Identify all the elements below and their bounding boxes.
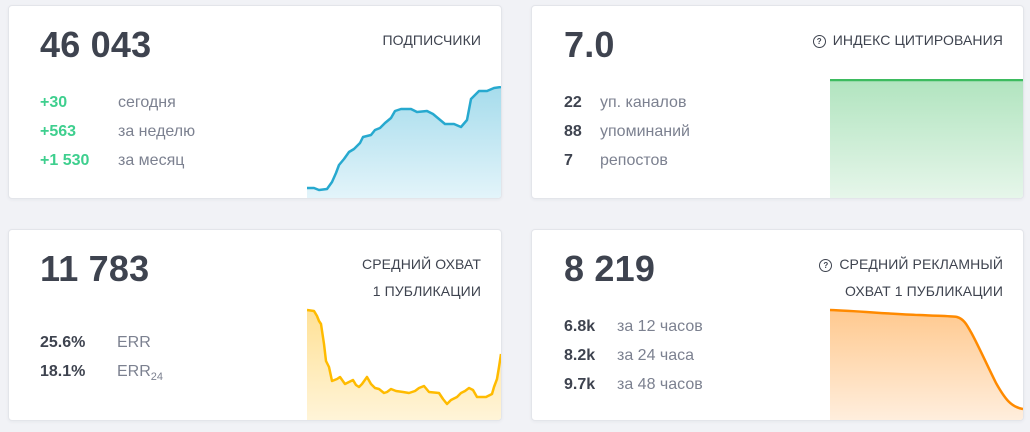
stat-row-week: +563 за неделю <box>40 117 195 146</box>
stat-row-12h: 6.8k за 12 часов <box>564 312 703 341</box>
stat-value: 22 <box>564 94 582 111</box>
stat-row-month: +1 530 за месяц <box>40 146 195 175</box>
stat-label: за 24 часа <box>617 347 695 364</box>
card-title-line2: 1 ПУБЛИКАЦИИ <box>372 283 481 299</box>
subscribers-card: 46 043 ПОДПИСЧИКИ +30 сегодня +563 за неде… <box>8 5 502 199</box>
stat-row-24h: 8.2k за 24 часа <box>564 341 703 370</box>
card-title: СРЕДНИЙ ОХВАТ 1 ПУБЛИКАЦИИ <box>362 251 481 305</box>
stat-label: за 48 часов <box>617 376 703 393</box>
card-title-text: ИНДЕКС ЦИТИРОВАНИЯ <box>832 32 1003 48</box>
ad-reach-stats: 6.8k за 12 часов 8.2k за 24 часа 9.7k за 48… <box>564 312 703 399</box>
stat-value: +1 530 <box>40 152 90 169</box>
stat-label: упоминаний <box>600 123 690 140</box>
reach-sparkline[interactable] <box>307 308 501 420</box>
stat-value: 7 <box>564 152 573 169</box>
average-ad-reach-card: 8 219 ? СРЕДНИЙ РЕКЛАМНЫЙ ОХВАТ 1 ПУБЛИКА… <box>531 229 1024 421</box>
err-stats: 25.6% ERR 18.1% ERR24 <box>40 328 163 386</box>
stat-label: репостов <box>600 152 668 169</box>
stat-row-mentions: 88 упоминаний <box>564 117 690 146</box>
stat-row-reposts: 7 репостов <box>564 146 690 175</box>
stat-value: 6.8k <box>564 318 596 335</box>
card-title-line1: СРЕДНИЙ РЕКЛАМНЫЙ <box>839 256 1003 272</box>
help-icon[interactable]: ? <box>819 259 833 272</box>
stat-value: 18.1% <box>40 363 86 380</box>
stat-row-today: +30 сегодня <box>40 88 195 117</box>
stat-row-err24: 18.1% ERR24 <box>40 357 163 386</box>
stat-label: сегодня <box>118 94 176 111</box>
ad-reach-sparkline[interactable] <box>830 308 1023 420</box>
stat-row-48h: 9.7k за 48 часов <box>564 370 703 399</box>
subscribers-sparkline[interactable] <box>307 86 501 198</box>
subscribers-stats: +30 сегодня +563 за неделю +1 530 за месяц <box>40 88 195 175</box>
stat-row-channels: 22 уп. каналов <box>564 88 690 117</box>
average-ad-reach-value: 8 219 <box>564 248 656 289</box>
stat-label: ERR <box>117 363 151 380</box>
card-title-line2: ОХВАТ 1 ПУБЛИКАЦИИ <box>844 283 1003 299</box>
help-icon[interactable]: ? <box>812 35 826 48</box>
citation-index-card: 7.0 ? ИНДЕКС ЦИТИРОВАНИЯ 22 уп. каналов 88… <box>531 5 1024 199</box>
stat-value: 8.2k <box>564 347 596 364</box>
stat-value: 25.6% <box>40 334 86 351</box>
stat-label: за месяц <box>118 152 185 169</box>
stat-value: +563 <box>40 123 77 140</box>
card-title-line1: СРЕДНИЙ ОХВАТ <box>362 256 481 272</box>
stat-label: ERR <box>117 334 151 351</box>
stat-value: 9.7k <box>564 376 596 393</box>
stat-label: уп. каналов <box>600 94 687 111</box>
average-reach-value: 11 783 <box>40 248 150 289</box>
stat-label: за неделю <box>118 123 196 140</box>
stat-label: за 12 часов <box>617 318 703 335</box>
stat-label-subscript: 24 <box>150 371 164 383</box>
stat-row-err: 25.6% ERR <box>40 328 163 357</box>
citation-sparkline[interactable] <box>830 79 1023 198</box>
citation-stats: 22 уп. каналов 88 упоминаний 7 репостов <box>564 88 690 175</box>
card-title: ? СРЕДНИЙ РЕКЛАМНЫЙ ОХВАТ 1 ПУБЛИКАЦИИ <box>819 251 1003 305</box>
subscribers-count: 46 043 <box>40 24 152 65</box>
average-reach-card: 11 783 СРЕДНИЙ ОХВАТ 1 ПУБЛИКАЦИИ 25.6% E… <box>8 229 502 421</box>
card-title: ? ИНДЕКС ЦИТИРОВАНИЯ <box>812 27 1003 54</box>
card-title: ПОДПИСЧИКИ <box>382 32 481 48</box>
citation-index-value: 7.0 <box>564 24 615 65</box>
stat-value: 88 <box>564 123 582 140</box>
stat-value: +30 <box>40 94 68 111</box>
